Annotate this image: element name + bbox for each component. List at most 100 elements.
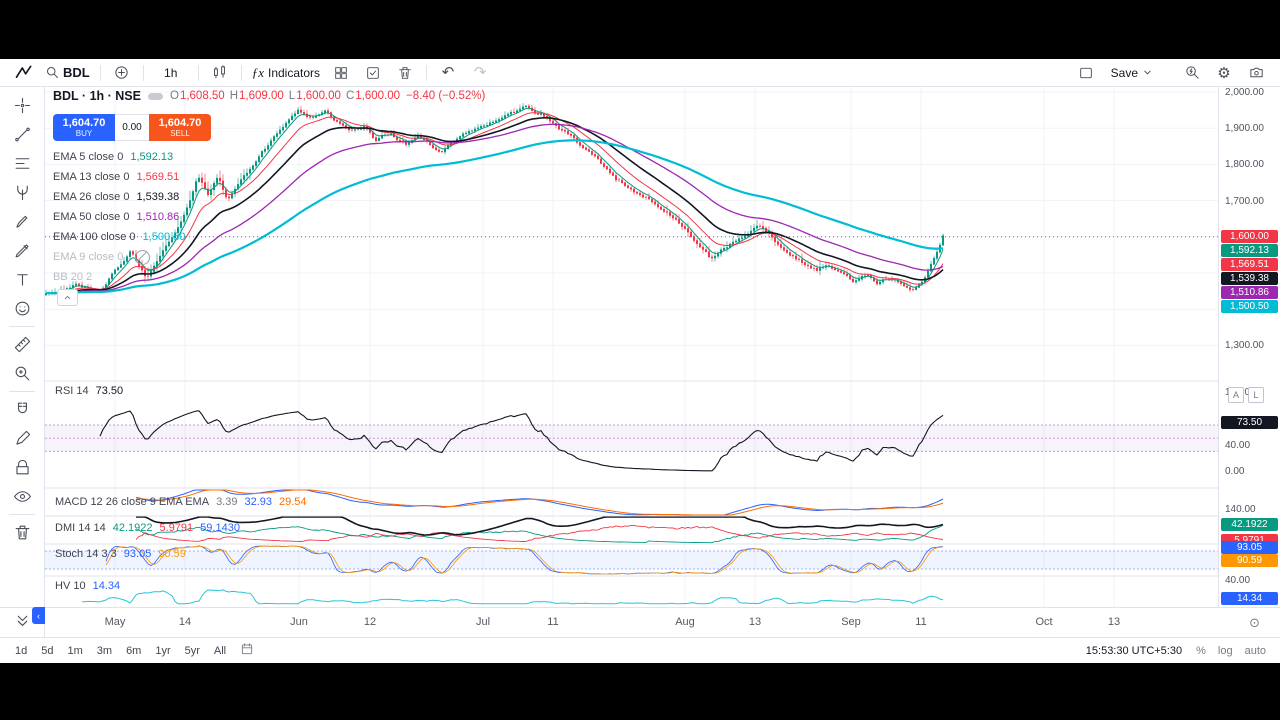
top-toolbar: BDL 1h ƒx Indicators [0, 59, 1280, 87]
go-to-date-button[interactable] [235, 640, 259, 661]
ohlc-value: 1,608.50 [179, 90, 225, 102]
ohlc-value: 1,600.00 [296, 90, 341, 102]
indicator-row[interactable]: EMA 9 close 0 [53, 247, 185, 267]
legend-collapse-button[interactable] [57, 289, 78, 306]
pane-value: 14.34 [92, 580, 121, 592]
range-3m-button[interactable]: 3m [96, 644, 113, 657]
tradingview-logo-icon[interactable] [8, 62, 40, 84]
interval-button[interactable]: 1h [164, 65, 178, 80]
object-tree-button[interactable] [3, 606, 41, 635]
indicator-row[interactable]: EMA 50 close 0 1,510.86 [53, 207, 185, 227]
tool-fib-retracement-button[interactable] [3, 149, 41, 178]
range-5yr-button[interactable]: 5yr [184, 644, 200, 657]
stoch-legend[interactable]: Stoch 14 3 3 93.05 90.59 [55, 548, 186, 560]
percent-scale-button[interactable]: % [1196, 644, 1206, 657]
scale-a-button[interactable]: A [1228, 387, 1244, 403]
range-6m-button[interactable]: 6m [126, 644, 142, 657]
range-All-button[interactable]: All [213, 644, 227, 657]
tool-crosshair-button[interactable] [3, 91, 41, 120]
range-5d-button[interactable]: 5d [41, 644, 54, 657]
toolbar-divider [9, 514, 35, 515]
tool-pitchfork-button[interactable] [3, 178, 41, 207]
rsi-legend[interactable]: RSI 14 73.50 [55, 385, 123, 397]
auto-scale-button[interactable]: auto [1244, 644, 1266, 657]
buy-label: BUY [75, 129, 93, 138]
indicator-label: EMA 13 close 0 [53, 171, 130, 183]
tool-eye-button[interactable] [3, 482, 41, 511]
tool-magnet-button[interactable] [3, 395, 41, 424]
legend-symbol-title[interactable]: BDL · 1h · NSE [53, 89, 141, 103]
show-panel-tab[interactable]: ‹ [32, 607, 45, 624]
range-1m-button[interactable]: 1m [67, 644, 83, 657]
layout-square-icon [1078, 65, 1094, 81]
lock-icon [15, 459, 29, 475]
save-button[interactable]: Save [1106, 62, 1158, 84]
settings-button[interactable]: ⚙ [1208, 62, 1240, 84]
alert-button[interactable] [357, 62, 389, 84]
indicator-row[interactable]: BB 20 2 [53, 267, 185, 287]
time-label: Oct [1035, 616, 1053, 628]
indicators-button[interactable]: ƒx Indicators [247, 62, 325, 84]
pane-value: 42.1922 [112, 522, 153, 534]
legend-source-pill[interactable] [147, 92, 163, 100]
session-clock[interactable]: 15:53:30 UTC+5:30 [1085, 644, 1183, 657]
redo-button[interactable]: ↷ [473, 64, 487, 81]
tool-emoji-button[interactable] [3, 294, 41, 323]
tool-ruler-button[interactable] [3, 330, 41, 359]
search-lightning-icon [1184, 64, 1201, 81]
save-label: Save [1110, 65, 1138, 80]
time-label: 13 [1107, 616, 1121, 628]
remove-drawings-button[interactable] [389, 62, 421, 84]
plus-circle-icon [113, 64, 130, 81]
snapshot-button[interactable] [1240, 62, 1272, 84]
indicator-templates-button[interactable] [325, 62, 357, 84]
indicator-row[interactable]: EMA 26 close 0 1,539.38 [53, 187, 185, 207]
tool-lock-button[interactable] [3, 453, 41, 482]
sell-button[interactable]: 1,604.70 SELL [149, 114, 211, 141]
log-scale-button[interactable]: log [1217, 644, 1233, 657]
layout-select-button[interactable] [1070, 62, 1102, 84]
range-1d-button[interactable]: 1d [15, 644, 28, 657]
time-label: 11 [547, 616, 559, 628]
scale-tick: 1,300.00 [1225, 340, 1264, 352]
indicator-row[interactable]: EMA 100 close 0 1,500.50 [53, 227, 185, 247]
chart-canvas[interactable] [45, 87, 1218, 607]
pane-value: 59.1430 [200, 522, 240, 534]
pane-title: Stoch 14 3 3 [55, 548, 117, 560]
trend-line-icon [14, 127, 30, 142]
symbol-search-button[interactable]: BDL [40, 62, 95, 84]
scale-l-button[interactable]: L [1248, 387, 1264, 403]
macd-legend[interactable]: MACD 12 26 close 9 EMA EMA 3.39 32.93 29.54 [55, 496, 307, 508]
tool-trend-line-button[interactable] [3, 120, 41, 149]
buy-button[interactable]: 1,604.70 BUY [53, 114, 115, 141]
price-scale[interactable]: 2,000.00 1,900.00 1,800.00 1,700.00 1,300.00… [1218, 87, 1280, 607]
price-change: −8.40 (−0.52%) [406, 90, 486, 102]
dmi-legend[interactable]: DMI 14 14 42.1922 5.9791 59.1430 [55, 522, 240, 534]
quick-search-button[interactable] [1176, 62, 1208, 84]
undo-button[interactable]: ↶ [441, 64, 455, 81]
indicator-label: BB 20 2 [53, 271, 93, 283]
indicator-value: 1,500.50 [142, 231, 186, 243]
hidden-indicator-icon [135, 249, 151, 265]
fx-icon: ƒx [251, 64, 264, 80]
range-1yr-button[interactable]: 1yr [155, 644, 171, 657]
ohlc-value: 1,609.00 [239, 90, 284, 102]
indicator-row[interactable]: EMA 13 close 0 1,569.51 [53, 167, 185, 187]
price-label: 1,569.51 [1221, 258, 1278, 272]
tool-zoom-button[interactable] [3, 359, 41, 388]
hv-legend[interactable]: HV 10 14.34 [55, 580, 120, 592]
chevron-down-icon [1142, 67, 1153, 78]
time-label: 13 [748, 616, 762, 628]
chart-style-button[interactable] [204, 62, 236, 84]
tool-brush-button[interactable] [3, 207, 41, 236]
clock-icon[interactable]: ⊙ [1249, 615, 1260, 630]
tool-marker-button[interactable] [3, 236, 41, 265]
tool-trash-button[interactable] [3, 518, 41, 547]
chart-legend[interactable]: BDL · 1h · NSE O 1,608.50 H 1,609.00 L 1,600.… [53, 89, 485, 103]
tool-pencil-button[interactable] [3, 424, 41, 453]
time-axis[interactable]: ⊙ May 14 Jun 12 Jul 11 Aug 13 Sep 11 Oct 13 [0, 607, 1280, 637]
compare-add-button[interactable] [106, 62, 138, 84]
brush-icon [15, 215, 27, 228]
indicator-row[interactable]: EMA 5 close 0 1,592.13 [53, 147, 185, 167]
tool-text-button[interactable] [3, 265, 41, 294]
